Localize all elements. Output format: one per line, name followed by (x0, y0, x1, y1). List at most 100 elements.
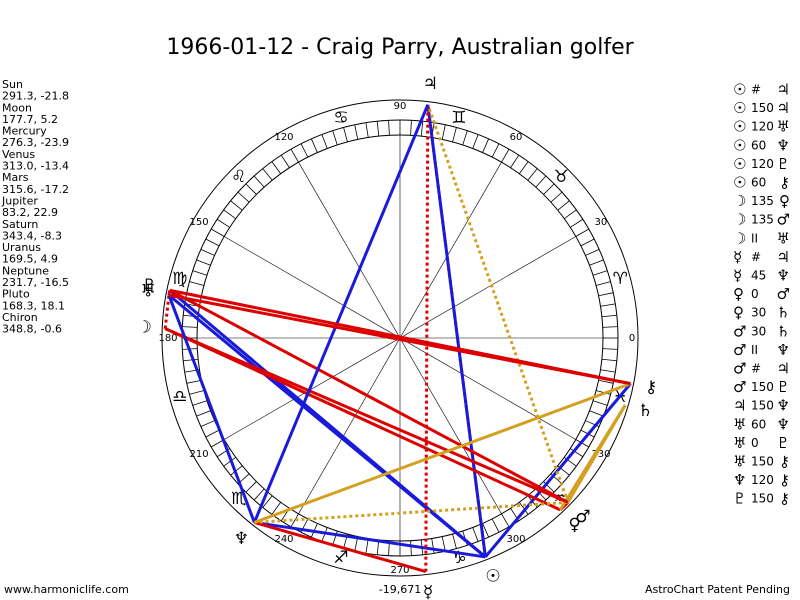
aspect-to: ♀ (779, 192, 790, 210)
ring-tick (211, 228, 225, 237)
ring-tick (601, 358, 617, 362)
ring-tick (510, 154, 520, 168)
aspect-to: ♃ (777, 360, 790, 378)
ring-tick (192, 400, 208, 406)
planet-name: Neptune (2, 264, 49, 277)
ring-tick (200, 420, 215, 428)
ring-tick (196, 259, 211, 266)
ring-tick (595, 281, 611, 286)
aspect-type: 135 (751, 194, 774, 208)
ring-tick (211, 439, 225, 448)
ring-tick (223, 209, 237, 220)
degree-label: 180 (158, 333, 177, 344)
ring-tick (230, 200, 243, 211)
ring-tick (365, 538, 369, 554)
aspect-from: ☿ (733, 248, 742, 266)
ring-tick (245, 183, 257, 195)
planet-name: Sun (2, 78, 23, 91)
ring-tick (501, 149, 510, 163)
ring-tick (205, 238, 220, 247)
aspect-type: 120 (751, 473, 774, 487)
planet-glyph: ♆ (234, 529, 249, 549)
aspect-from: ☉ (733, 155, 746, 173)
ring-tick (410, 540, 412, 556)
aspect-from: ☉ (733, 118, 746, 136)
ring-tick (570, 218, 584, 228)
ring-tick (253, 488, 265, 501)
aspect-from: ☉ (733, 174, 746, 192)
planet-glyph: ♀ (568, 515, 580, 535)
planet-name: Jupiter (1, 195, 38, 208)
aspect-from: ☉ (733, 136, 746, 154)
planet-glyph: ♇ (142, 276, 157, 296)
planet-position: 169.5, 4.9 (2, 253, 58, 266)
ring-tick (189, 281, 205, 286)
ring-tick (482, 523, 490, 538)
planet-position: 276.3, -23.9 (2, 136, 69, 149)
aspect-to: ♄ (777, 322, 790, 340)
degree-label: 90 (394, 101, 407, 112)
planet-position: 177.7, 5.2 (2, 113, 58, 126)
ring-tick (452, 127, 457, 143)
aspect-to: ⚷ (779, 471, 790, 489)
aspect-from: ♅ (733, 415, 746, 433)
planet-position: 168.3, 18.1 (2, 299, 65, 312)
aspect-line (164, 327, 569, 504)
ring-tick (245, 481, 257, 493)
footer-left: www.harmoniclife.com (4, 583, 129, 596)
ring-tick (589, 259, 604, 266)
ring-tick (192, 270, 208, 276)
degree-label: 210 (190, 449, 209, 460)
ring-tick (321, 134, 328, 149)
aspect-type: 0 (751, 287, 759, 301)
ring-tick (183, 358, 199, 362)
ring-tick (452, 533, 457, 549)
aspect-line (253, 382, 632, 524)
ring-tick (585, 248, 600, 256)
planet-position: 231.7, -16.5 (2, 276, 69, 289)
ring-tick (354, 124, 359, 140)
ring-tick (598, 292, 614, 297)
ring-tick (280, 154, 290, 168)
aspect-line (169, 289, 569, 504)
ring-tick (589, 410, 604, 417)
aspect-from: ♇ (733, 490, 746, 508)
ring-tick (332, 130, 338, 146)
sign-glyph: ♎ (172, 387, 187, 407)
aspect-from: ☉ (733, 99, 746, 117)
ring-tick (563, 209, 577, 220)
aspect-to: ♃ (777, 99, 790, 117)
aspect-line (484, 382, 632, 558)
degree-label: 30 (595, 217, 608, 228)
aspect-from: ♆ (733, 471, 746, 489)
sign-glyph: ♉ (554, 167, 569, 187)
aspect-from: ♀ (733, 285, 744, 303)
aspect-type: # (751, 83, 761, 97)
planet-glyph: ☽ (137, 318, 152, 338)
ring-tick (501, 513, 510, 527)
aspect-type: 30 (751, 324, 766, 338)
aspect-to: ♃ (777, 81, 790, 99)
aspect-type: II (751, 231, 758, 245)
ring-tick (253, 175, 265, 188)
ring-tick (601, 314, 617, 318)
aspect-type: 120 (751, 120, 774, 134)
ring-tick (410, 120, 412, 136)
ring-tick (491, 518, 500, 533)
ring-tick (602, 326, 618, 328)
aspect-type: 150 (751, 492, 774, 506)
aspect-type: # (751, 362, 761, 376)
degree-label: 270 (390, 565, 409, 576)
planet-name: Chiron (2, 311, 38, 324)
aspect-line (254, 520, 486, 559)
ring-tick (441, 124, 446, 140)
aspect-type: 135 (751, 213, 774, 227)
planet-name: Mercury (2, 125, 47, 138)
degree-label: 0 (629, 333, 635, 344)
aspect-type: 150 (751, 455, 774, 469)
aspect-to: ♅ (777, 118, 790, 136)
aspect-to: ♇ (777, 434, 790, 452)
sign-glyph: ♌ (231, 167, 246, 187)
aspect-line (164, 327, 561, 512)
aspect-line (426, 104, 487, 558)
